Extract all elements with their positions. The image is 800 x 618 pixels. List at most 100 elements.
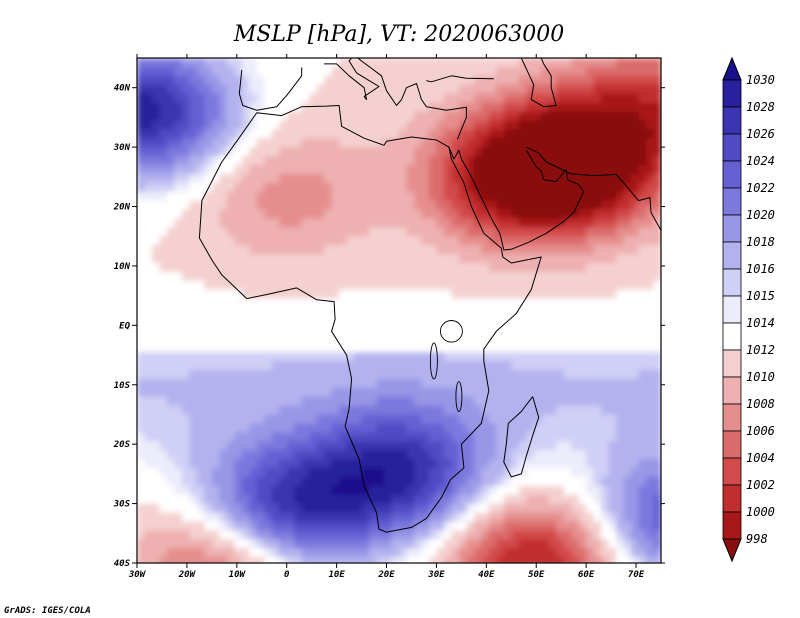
pressure-cell	[421, 530, 430, 540]
x-tick-label: 40E	[478, 570, 495, 580]
pressure-cell	[309, 450, 318, 460]
pressure-cell	[159, 200, 168, 211]
pressure-cell	[331, 467, 340, 478]
pressure-cell	[451, 129, 460, 139]
pressure-cell	[234, 512, 243, 522]
x-axis: 30W 20W 10W 0 10E 20E 30E 40E 50E 60E 70E	[128, 54, 645, 580]
pressure-cell	[646, 93, 655, 104]
pressure-cell	[436, 423, 445, 433]
pressure-cell	[556, 405, 565, 416]
pressure-cell	[623, 494, 632, 505]
pressure-cell	[152, 343, 161, 353]
pressure-cell	[496, 378, 505, 389]
pressure-cell	[279, 378, 288, 389]
pressure-cell	[518, 200, 527, 211]
pressure-cell	[346, 441, 355, 451]
pressure-cell	[653, 352, 661, 362]
pressure-cell	[578, 173, 587, 184]
pressure-cell	[556, 209, 565, 219]
pressure-cell	[436, 467, 445, 478]
pressure-cell	[436, 459, 445, 469]
pressure-cell	[241, 156, 250, 166]
pressure-cell	[518, 182, 527, 193]
pressure-cell	[301, 227, 310, 237]
pressure-cell	[219, 102, 228, 113]
pressure-cell	[556, 280, 565, 291]
pressure-cell	[399, 227, 408, 237]
pressure-cell	[309, 405, 318, 416]
pressure-cell	[211, 218, 220, 228]
pressure-cell	[324, 530, 333, 540]
pressure-cell	[219, 138, 228, 148]
pressure-cell	[399, 316, 408, 326]
pressure-cell	[414, 459, 423, 469]
pressure-cell	[428, 378, 437, 389]
pressure-cell	[361, 361, 370, 371]
pressure-cell	[339, 227, 348, 237]
pressure-cell	[391, 173, 400, 184]
pressure-cell	[181, 512, 190, 522]
pressure-cell	[279, 467, 288, 478]
pressure-cell	[593, 129, 602, 139]
pressure-cell	[369, 450, 378, 460]
pressure-cell	[466, 209, 475, 219]
pressure-cell	[204, 334, 213, 344]
pressure-cell	[241, 254, 250, 264]
pressure-cell	[421, 503, 430, 514]
pressure-cell	[593, 236, 602, 246]
pressure-cell	[451, 557, 460, 563]
pressure-cell	[616, 432, 625, 442]
pressure-cell	[271, 182, 280, 193]
pressure-cell	[533, 254, 542, 264]
pressure-cell	[159, 66, 168, 77]
pressure-cell	[204, 58, 213, 68]
pressure-cell	[428, 503, 437, 514]
pressure-cell	[384, 200, 393, 211]
pressure-cell	[264, 352, 273, 362]
pressure-cell	[601, 75, 610, 86]
pressure-cell	[301, 378, 310, 389]
pressure-cell	[279, 227, 288, 237]
pressure-cell	[152, 147, 161, 157]
pressure-cell	[593, 467, 602, 478]
coastline	[426, 75, 494, 83]
pressure-cell	[211, 414, 220, 424]
pressure-cell	[174, 450, 183, 460]
pressure-cell	[339, 539, 348, 549]
pressure-cell	[384, 361, 393, 371]
pressure-cell	[593, 191, 602, 202]
pressure-cell	[481, 218, 490, 228]
pressure-cell	[631, 138, 640, 148]
pressure-cell	[653, 334, 661, 344]
pressure-cell	[226, 476, 235, 487]
pressure-cell	[533, 405, 542, 416]
pressure-cell	[533, 467, 542, 478]
pressure-cell	[152, 512, 161, 522]
pressure-cell	[384, 343, 393, 353]
pressure-cell	[256, 66, 265, 77]
pressure-cell	[309, 325, 318, 335]
pressure-cell	[556, 111, 565, 121]
pressure-cell	[571, 467, 580, 478]
pressure-cell	[503, 450, 512, 460]
pressure-cell	[181, 423, 190, 433]
pressure-cell	[586, 316, 595, 326]
pressure-cell	[271, 307, 280, 317]
pressure-cell	[406, 325, 415, 335]
pressure-cell	[623, 280, 632, 291]
pressure-cell	[339, 209, 348, 219]
pressure-cell	[166, 102, 175, 113]
pressure-cell	[391, 512, 400, 522]
pressure-cell	[196, 414, 205, 424]
pressure-cell	[646, 450, 655, 460]
pressure-cell	[301, 557, 310, 563]
pressure-cell	[548, 530, 557, 540]
pressure-cell	[503, 227, 512, 237]
pressure-cell	[653, 111, 661, 121]
pressure-cell	[399, 75, 408, 86]
pressure-cell	[226, 200, 235, 211]
pressure-cell	[174, 254, 183, 264]
pressure-cell	[174, 182, 183, 193]
pressure-cell	[556, 450, 565, 460]
pressure-cell	[466, 182, 475, 193]
